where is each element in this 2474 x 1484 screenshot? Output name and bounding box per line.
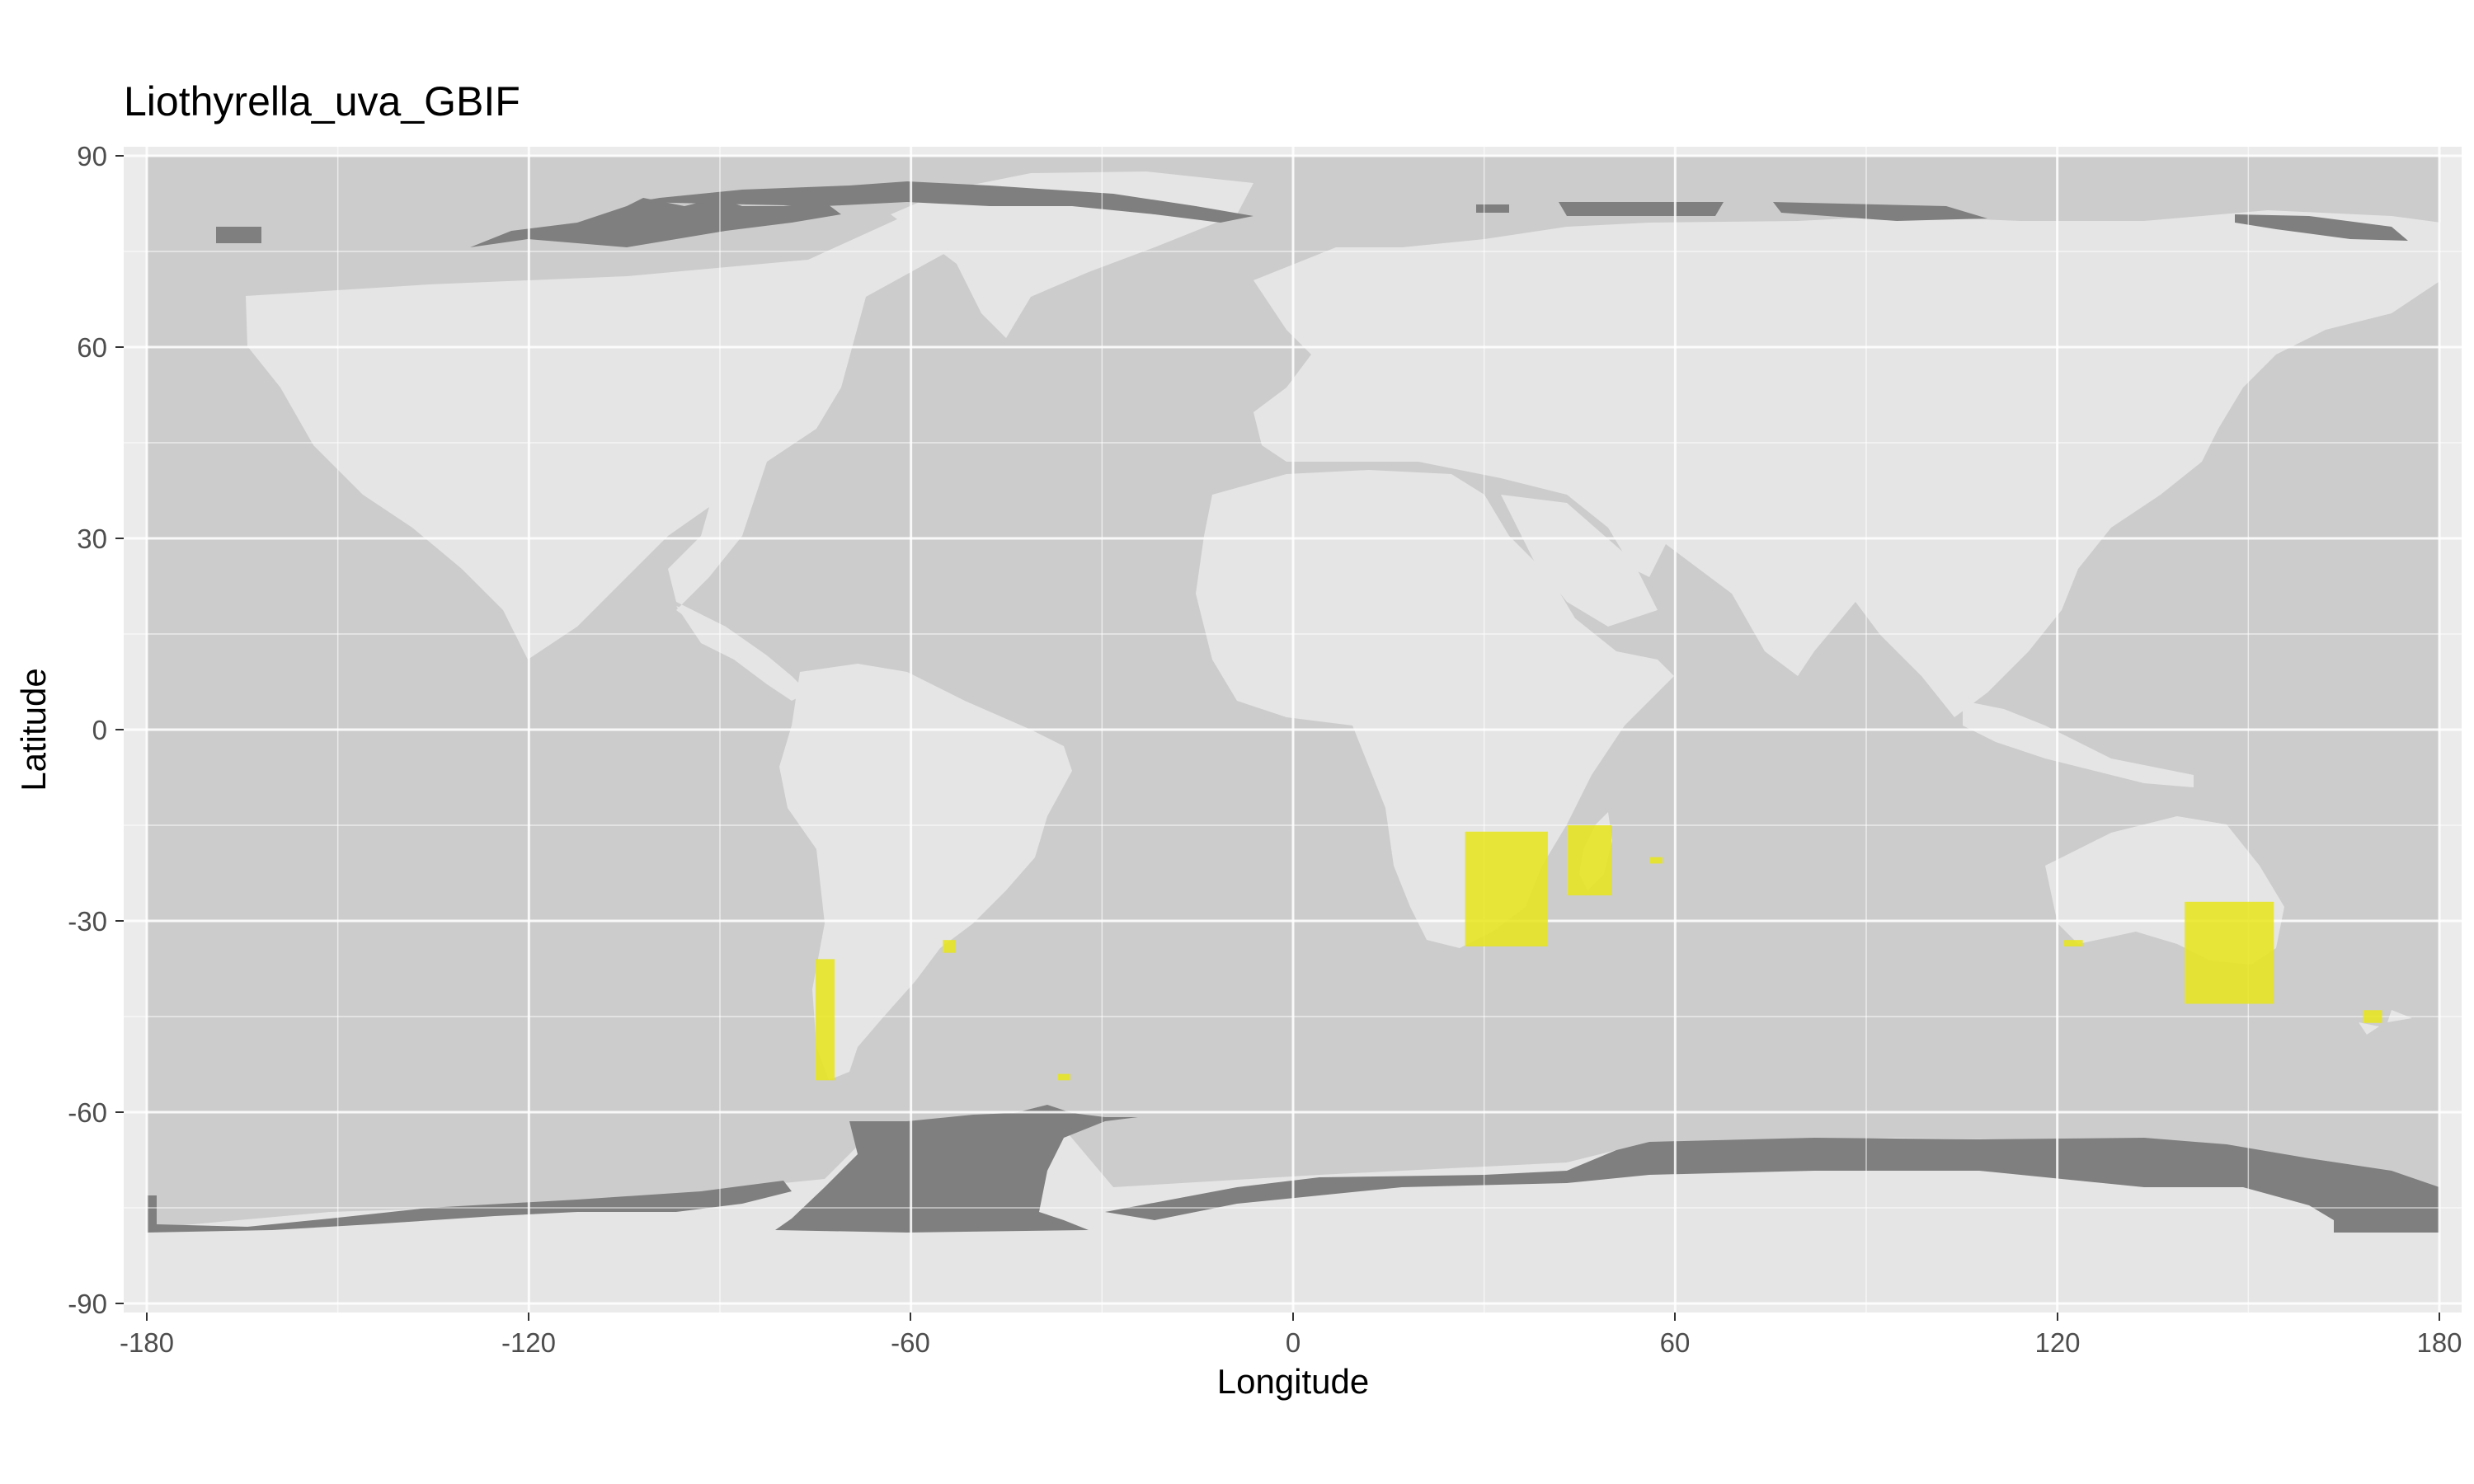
antarctic-ice-ross bbox=[2334, 1187, 2439, 1233]
x-axis-title: Longitude bbox=[1217, 1362, 1370, 1401]
y-tick-label: -30 bbox=[68, 906, 107, 937]
y-tick-label: 0 bbox=[92, 715, 107, 745]
land-layer bbox=[147, 171, 2441, 1303]
y-tick-label: 60 bbox=[77, 332, 107, 363]
arctic-ice-greenland bbox=[635, 181, 1253, 223]
occurrence-cell bbox=[1057, 1073, 1070, 1081]
occurrence-cell bbox=[2185, 901, 2274, 1004]
indonesia-landmass bbox=[1963, 701, 2194, 787]
occurrence-cell bbox=[2063, 940, 2083, 946]
north-america-landmass bbox=[246, 206, 965, 678]
antarctic-ice-peninsula bbox=[775, 1105, 1138, 1233]
x-tick-label: 180 bbox=[2416, 1327, 2462, 1358]
arabia-landmass bbox=[1501, 495, 1658, 627]
chart-title: Liothyrella_uva_GBIF bbox=[124, 78, 520, 124]
x-axis: -180 -120 -60 0 60 120 180 Longitude bbox=[120, 1313, 2462, 1401]
ice-layer bbox=[147, 181, 2439, 1233]
grid-lines bbox=[124, 147, 2462, 1313]
south-america-landmass bbox=[779, 664, 1072, 1080]
y-tick-label: 30 bbox=[77, 524, 107, 554]
y-tick-label: -90 bbox=[68, 1289, 107, 1319]
africa-landmass bbox=[1196, 470, 1674, 948]
occurrence-cell bbox=[1465, 831, 1548, 946]
occurrence-cell bbox=[815, 959, 835, 1081]
x-tick-label: 0 bbox=[1286, 1327, 1300, 1358]
occurrence-cell bbox=[2363, 1010, 2382, 1023]
occurrence-cell bbox=[1567, 825, 1612, 896]
arctic-ice-siberia bbox=[2235, 214, 2408, 241]
x-tick-label: 60 bbox=[1660, 1327, 1691, 1358]
eurasia-landmass bbox=[1253, 210, 2441, 717]
x-tick-label: -120 bbox=[501, 1327, 556, 1358]
occurrence-layer bbox=[815, 825, 2382, 1081]
y-axis: 90 60 30 0 -30 -60 -90 Latitude bbox=[14, 141, 124, 1319]
arctic-ice-svalbard bbox=[1476, 202, 1724, 216]
central-america-landmass bbox=[676, 606, 808, 701]
y-tick-label: -60 bbox=[68, 1097, 107, 1128]
x-tick-label: 120 bbox=[2034, 1327, 2080, 1358]
antarctic-ice-west bbox=[147, 1181, 792, 1233]
y-axis-title: Latitude bbox=[14, 668, 53, 791]
y-tick-label: 90 bbox=[77, 141, 107, 171]
occurrence-cell bbox=[943, 940, 956, 953]
x-tick-label: -60 bbox=[891, 1327, 930, 1358]
arctic-ice-alaska bbox=[216, 227, 261, 243]
x-tick-label: -180 bbox=[120, 1327, 174, 1358]
arctic-ice-severnaya bbox=[1773, 202, 1987, 221]
occurrence-cell bbox=[1649, 857, 1663, 864]
arctic-ice-north-america bbox=[470, 198, 841, 247]
antarctic-ice-east bbox=[1105, 1138, 2439, 1233]
